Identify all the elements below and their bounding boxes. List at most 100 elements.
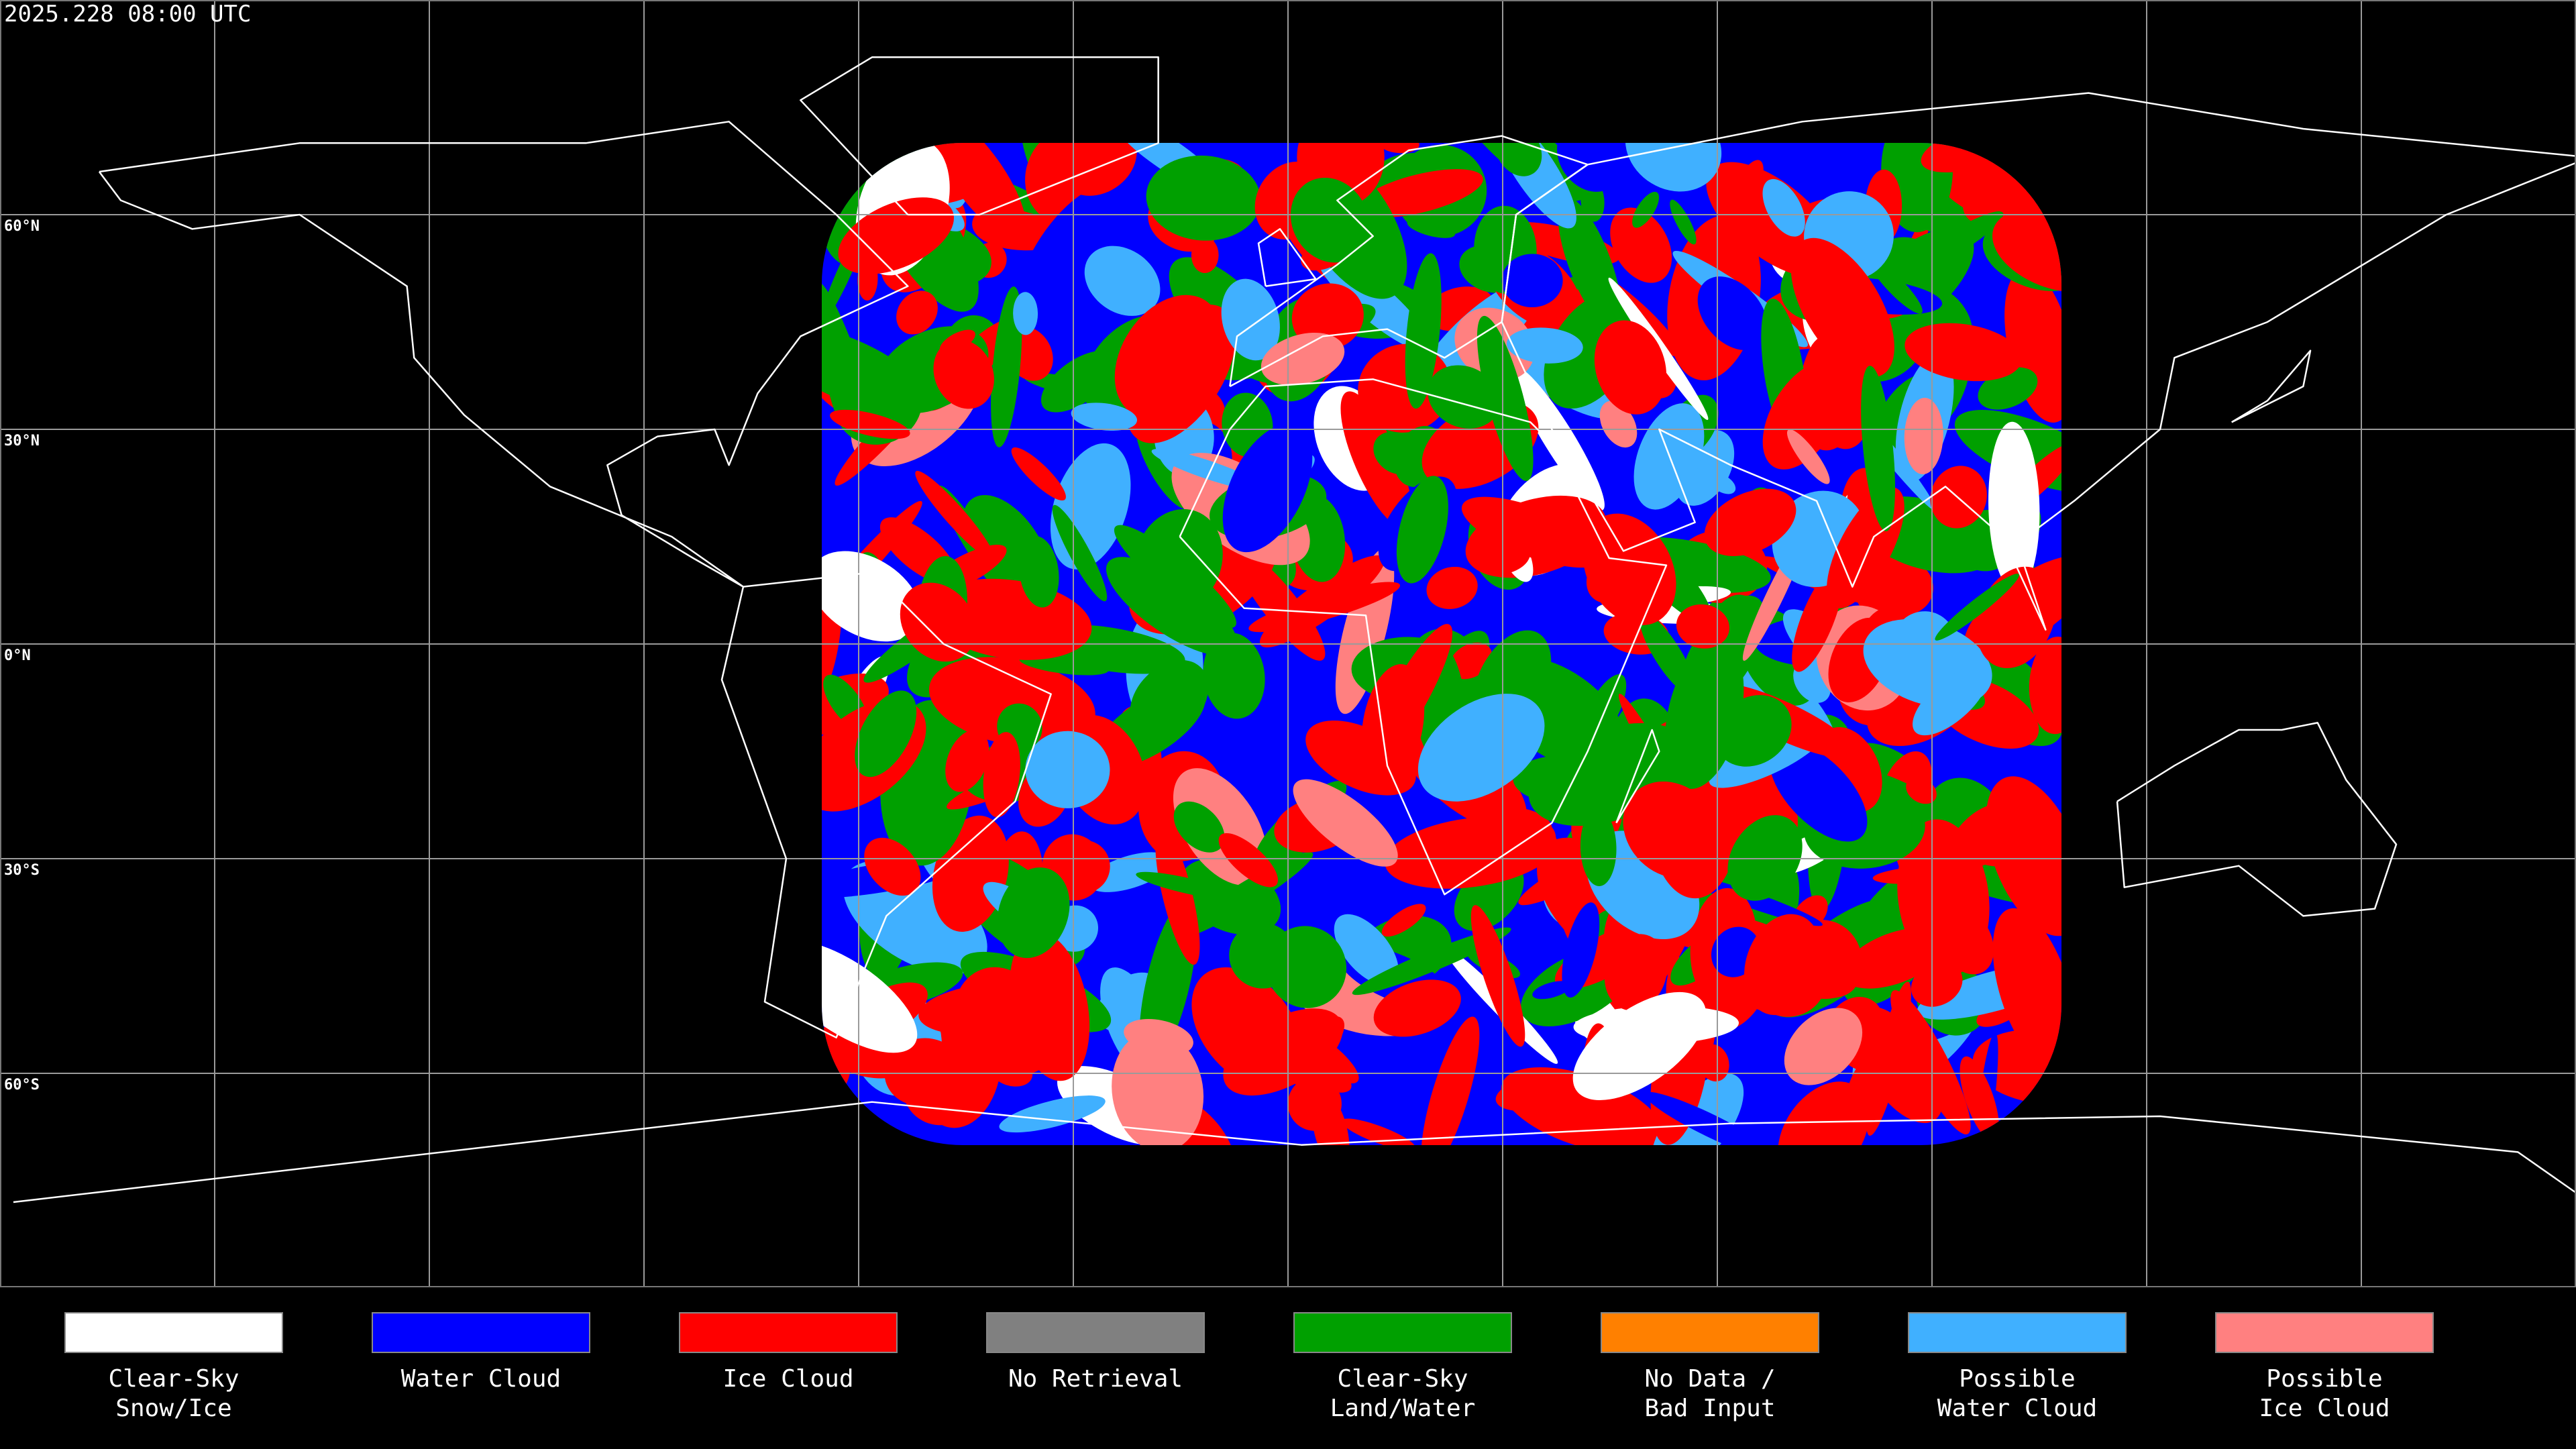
cloud-region — [1604, 934, 1668, 1011]
cloud-region — [1114, 525, 1236, 629]
cloud-region — [991, 286, 1022, 447]
cloud-region — [1562, 902, 1600, 998]
cloud-region — [1506, 327, 1583, 364]
cloud-region — [1025, 731, 1110, 808]
cloud-region — [1130, 659, 1209, 739]
cloud-region — [838, 197, 954, 274]
coastline — [13, 1101, 2576, 1203]
cloud-region — [999, 1095, 1106, 1133]
cloud-region — [822, 940, 918, 1053]
cloud-region — [1341, 1118, 1415, 1145]
cloud-region — [1290, 177, 1369, 263]
cloud-region — [1512, 366, 1605, 511]
coastline — [1501, 92, 2576, 631]
cloud-region — [1704, 488, 1796, 556]
legend-label: Clear-Sky — [1337, 1365, 1468, 1393]
latitude-label: 60°S — [4, 1077, 40, 1093]
cloud-region — [1477, 315, 1534, 482]
cloud-region — [1334, 914, 1399, 985]
cloud-region — [855, 690, 917, 777]
cloud-region — [1762, 361, 1846, 470]
cloud-region — [1230, 1020, 1352, 1093]
cloud-region — [1906, 777, 1937, 804]
cloud-region — [2029, 637, 2061, 735]
latitude-label: 0°N — [4, 647, 31, 664]
cloud-region — [918, 981, 1071, 1036]
cloud-region — [1396, 476, 1448, 584]
cloud-region — [1532, 981, 1572, 1000]
cloud-region — [1173, 801, 1225, 853]
cloud-region — [1495, 143, 1542, 176]
legend-swatch — [679, 1312, 898, 1353]
cloud-region — [1222, 423, 1313, 553]
cloud-region — [1407, 219, 1456, 238]
cloud-region — [1379, 143, 1419, 154]
cloud-region — [1112, 1030, 1204, 1145]
cloud-region — [2024, 305, 2061, 384]
cloud-region — [1744, 914, 1823, 1016]
legend-label: Land/Water — [1330, 1395, 1476, 1422]
coastline — [1257, 228, 1317, 287]
cloud-region — [1057, 840, 1110, 894]
legend-swatch — [1601, 1312, 1819, 1353]
cloud-region — [1992, 209, 2061, 292]
legend-label: Ice Cloud — [722, 1365, 853, 1393]
cloud-region — [1019, 654, 1109, 676]
cloud-region — [1470, 905, 1525, 1047]
cloud-region — [1986, 776, 2061, 936]
coastline — [1179, 378, 1668, 896]
cloud-region — [1911, 961, 1963, 1007]
legend-label: Ice Cloud — [2259, 1395, 2390, 1422]
latitude-label: 30°N — [4, 433, 40, 449]
cloud-region — [1352, 927, 1511, 996]
legend-label: Water Cloud — [401, 1365, 561, 1393]
cloud-region — [1191, 237, 1219, 273]
cloud-region — [1697, 276, 1768, 350]
cloud-region — [1869, 259, 1923, 314]
cloud-region — [1709, 473, 1736, 494]
cloud-region — [1778, 1081, 1870, 1145]
cloud-region — [1890, 990, 1971, 1135]
cloud-region — [1295, 1016, 1345, 1067]
latitude-label: 30°S — [4, 862, 40, 879]
coastline — [800, 56, 1159, 216]
cloud-region — [1935, 574, 2019, 641]
legend-swatch — [64, 1312, 283, 1353]
legend-label: Possible — [2266, 1365, 2382, 1393]
cloud-region — [1632, 191, 1660, 228]
coastline — [1229, 135, 1589, 388]
cloud-region — [1623, 782, 1721, 879]
cloud-region — [1260, 332, 1345, 386]
coastline — [720, 572, 1052, 1038]
cloud-region — [939, 329, 975, 354]
legend-label: Snow/Ice — [115, 1395, 231, 1422]
cloud-region — [1784, 1008, 1863, 1085]
cloud-region — [1022, 372, 1112, 398]
cloud-region — [1698, 1044, 1729, 1082]
cloud-region — [1428, 1092, 1462, 1125]
cloud-region — [1126, 305, 1236, 443]
cloud-region — [1610, 207, 1672, 283]
coastline — [2231, 350, 2312, 423]
satellite-coverage — [822, 143, 2061, 1145]
cloud-region — [1727, 815, 1803, 901]
cloud-region — [1686, 710, 1726, 753]
cloud-region — [1385, 816, 1558, 889]
cloud-region — [1293, 779, 1398, 867]
cloud-region — [1722, 160, 1764, 231]
cloud-region — [1405, 253, 1442, 409]
cloud-region — [1670, 199, 1697, 245]
cloud-region — [997, 867, 1070, 959]
cloud-region — [1155, 826, 1200, 965]
legend-swatch — [1908, 1312, 2127, 1353]
cloud-region — [1340, 391, 1412, 529]
cloud-region — [915, 470, 994, 559]
cloud-region — [1904, 397, 1943, 474]
cloud-region — [1786, 429, 1830, 484]
cloud-region — [1417, 694, 1545, 802]
cloud-region — [1018, 536, 1059, 608]
cloud-region — [1936, 905, 1994, 975]
cloud-region — [830, 409, 910, 439]
